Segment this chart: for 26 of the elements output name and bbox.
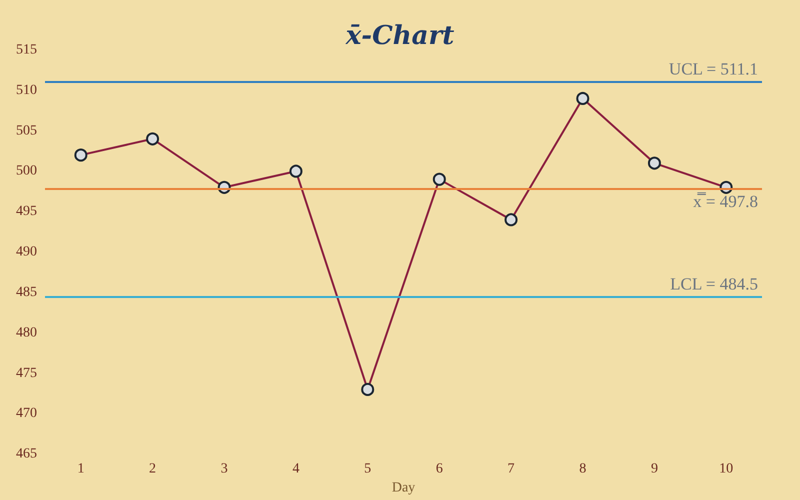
- x-axis-title: Day: [392, 480, 416, 496]
- x-tick-label: 9: [650, 462, 658, 477]
- ref-line-label: x̿ = 497.8: [693, 192, 758, 212]
- x-tick-label: 8: [579, 462, 586, 477]
- y-tick-label: 480: [16, 325, 37, 340]
- x-tick-label: 1: [77, 462, 84, 477]
- x-tick-label: 6: [436, 462, 443, 477]
- y-tick-label: 470: [16, 406, 37, 422]
- y-tick-label: 490: [16, 244, 37, 260]
- y-tick-label: 515: [16, 42, 37, 58]
- y-tick-label: 465: [16, 446, 37, 462]
- y-tick-label: 485: [16, 284, 37, 300]
- y-tick-label: 495: [16, 204, 37, 220]
- x-tick-label: 5: [364, 462, 372, 477]
- x-tick-label: 4: [292, 462, 300, 477]
- y-tick-label: 500: [16, 164, 37, 179]
- x-tick-label: 7: [508, 462, 515, 477]
- x-tick-label: 10: [719, 462, 734, 477]
- x-tick-label: 3: [220, 462, 228, 477]
- y-tick-label: 475: [16, 366, 37, 381]
- y-tick-label: 510: [16, 82, 37, 98]
- y-tick-label: 505: [16, 123, 37, 138]
- x-tick-label: 2: [149, 462, 156, 477]
- ref-line-label: LCL = 484.5: [670, 274, 758, 294]
- chart-title: x̄-Chart: [344, 21, 454, 51]
- ref-line-label: UCL = 511.1: [668, 60, 758, 79]
